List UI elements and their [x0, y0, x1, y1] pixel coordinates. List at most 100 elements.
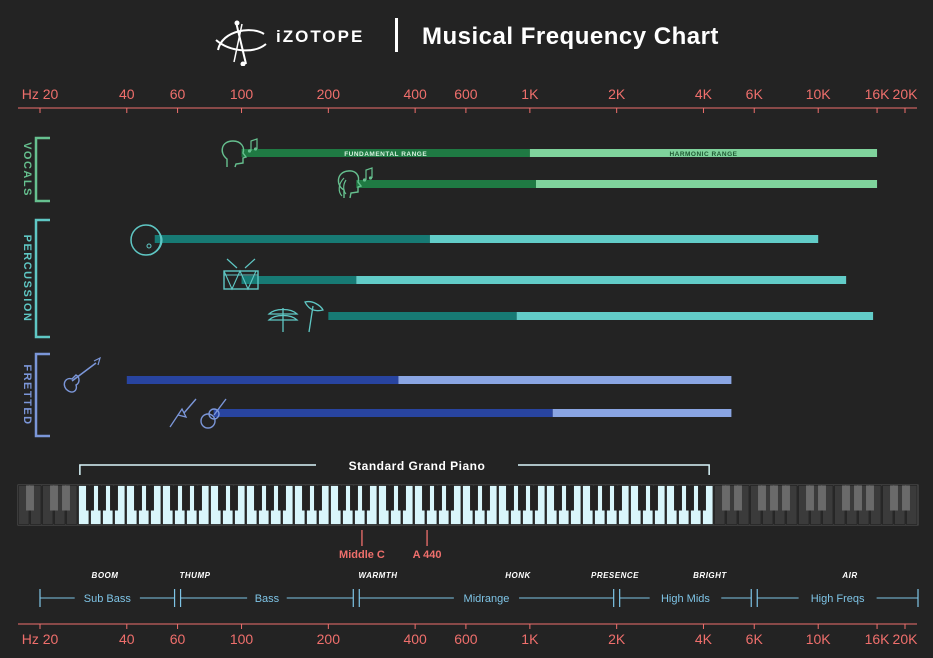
piano-black-key: [638, 485, 646, 511]
fundamental-range-bar: [241, 276, 357, 284]
harmonic-range-bar: [529, 149, 878, 157]
top-tick-label: 4K: [695, 86, 713, 102]
beater: [146, 243, 152, 249]
piano-black-key: [446, 485, 454, 511]
cymbal-crash: [304, 300, 324, 312]
fundamental-range-bar: [356, 180, 536, 188]
piano-black-key: [818, 485, 826, 511]
piano-black-key: [50, 485, 58, 511]
piano-black-key: [26, 485, 34, 511]
bass-guitar-icon: [63, 356, 101, 393]
band-descriptor: AIR: [841, 571, 857, 580]
piano-bracket-right: [518, 464, 710, 475]
acoustic-neck: [213, 398, 227, 416]
group-bracket: [34, 352, 50, 438]
top-tick-label: 20K: [893, 86, 919, 102]
piano-black-key: [554, 485, 562, 511]
piano-black-key: [866, 485, 874, 511]
piano-black-key: [338, 485, 346, 511]
izotope-logo-icon: [215, 20, 267, 66]
piano-label: Standard Grand Piano: [349, 459, 486, 473]
piano-black-key: [362, 485, 370, 511]
piano-black-key: [314, 485, 322, 511]
acoustic-upper: [208, 408, 220, 420]
bottom-tick-label: 2K: [608, 631, 626, 647]
piano-black-key: [254, 485, 262, 511]
band-descriptor: PRESENCE: [591, 571, 639, 580]
snare-body: [223, 270, 259, 290]
header: iZOTOPE Musical Frequency Chart: [0, 14, 933, 66]
piano-black-key: [590, 485, 598, 511]
harmonic-range-bar: [398, 376, 732, 384]
fundamental-range-bar: [213, 409, 553, 417]
band-descriptor: BRIGHT: [693, 571, 727, 580]
fundamental-range-bar: [241, 149, 530, 157]
top-tick-label: 400: [403, 86, 427, 102]
bottom-tick-label: 10K: [806, 631, 832, 647]
drum-shell: [130, 224, 162, 256]
cymbal-bottom: [267, 314, 299, 321]
piano-black-key: [194, 485, 202, 511]
top-tick-label: 60: [170, 86, 186, 102]
piano-black-key: [734, 485, 742, 511]
bottom-tick-label: 6K: [746, 631, 764, 647]
piano-black-key: [170, 485, 178, 511]
guitar-icon: [169, 398, 227, 429]
music-note: [365, 167, 373, 180]
top-tick-label: Hz 20: [22, 86, 59, 102]
cymbal-top: [267, 308, 299, 315]
piano-black-key: [386, 485, 394, 511]
snare-drum-icon: [223, 258, 259, 291]
piano-black-key: [566, 485, 574, 511]
group-bracket: [34, 218, 50, 339]
bottom-tick-label: 600: [454, 631, 478, 647]
piano-black-key: [770, 485, 778, 511]
note-head: [362, 178, 367, 182]
fundamental-range-bar: [328, 312, 517, 320]
bass-neck: [71, 362, 97, 382]
top-tick-label: 2K: [608, 86, 626, 102]
bottom-tick-label: 16K: [865, 631, 891, 647]
piano-black-key: [98, 485, 106, 511]
piano-black-key: [722, 485, 730, 511]
flying-v-neck: [183, 398, 197, 414]
band-name: High Mids: [661, 593, 710, 605]
female-voice-icon: [337, 167, 373, 199]
acoustic-body: [200, 413, 216, 429]
bottom-tick-label: 20K: [893, 631, 919, 647]
drumsticks: [226, 258, 256, 269]
band-descriptor: BOOM: [92, 571, 119, 580]
bottom-tick-label: 100: [230, 631, 254, 647]
note-head: [368, 176, 373, 180]
harmonic-range-bar: [356, 276, 847, 284]
piano-black-key: [902, 485, 910, 511]
crash-stand: [308, 305, 314, 333]
piano-black-key: [182, 485, 190, 511]
fundamental-range-bar: [154, 235, 430, 243]
piano-black-key: [134, 485, 142, 511]
band-name: Sub Bass: [84, 593, 132, 605]
piano-bracket-left: [79, 464, 316, 475]
flying-v-body: [169, 407, 188, 428]
piano-marker-label: A 440: [413, 549, 442, 561]
head-outline: [337, 170, 363, 199]
piano-black-key: [890, 485, 898, 511]
bottom-tick-label: Hz 20: [22, 631, 59, 647]
piano-black-key: [506, 485, 514, 511]
bottom-tick-label: 60: [170, 631, 186, 647]
note-head: [247, 149, 252, 153]
fundamental-range-bar: [126, 376, 399, 384]
fundamental-range-label: FUNDAMENTAL RANGE: [344, 151, 427, 158]
piano-black-key: [854, 485, 862, 511]
piano-black-key: [218, 485, 226, 511]
piano-black-key: [782, 485, 790, 511]
group-label: FRETTED: [21, 364, 33, 425]
kick-drum-icon: [130, 224, 163, 256]
piano-black-key: [758, 485, 766, 511]
harmonic-range-bar: [429, 235, 819, 243]
piano-black-key: [278, 485, 286, 511]
piano-black-key: [302, 485, 310, 511]
top-tick-label: 200: [317, 86, 341, 102]
piano-black-key: [482, 485, 490, 511]
bottom-tick-label: 1K: [521, 631, 539, 647]
